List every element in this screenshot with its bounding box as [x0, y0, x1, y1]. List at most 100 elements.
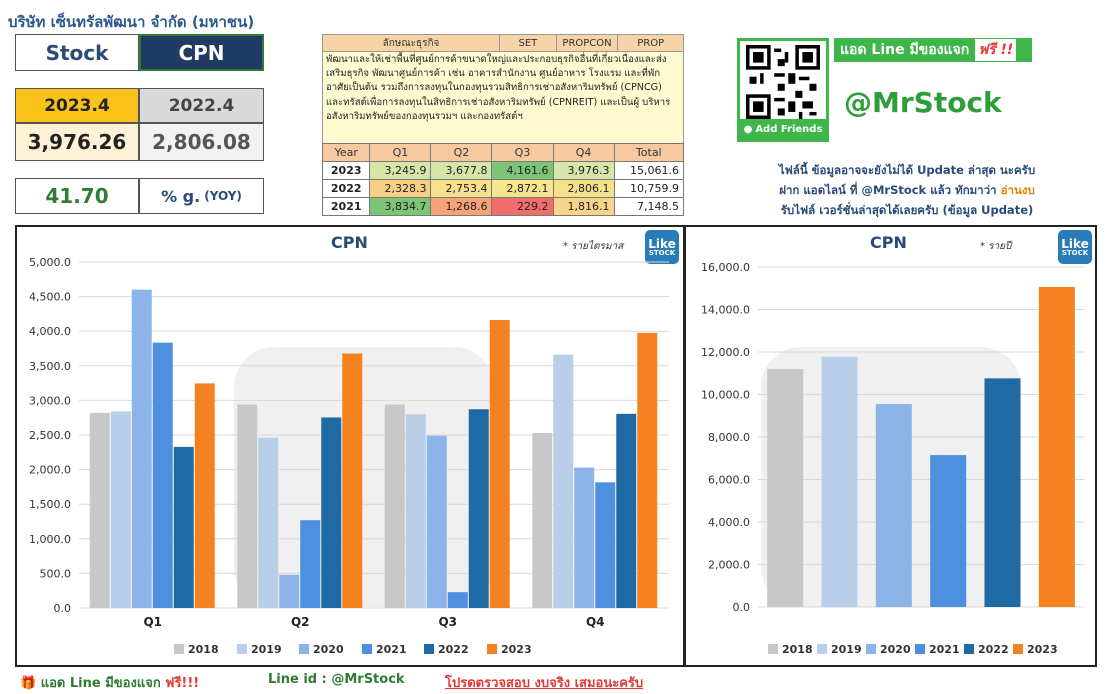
- footer-line-id[interactable]: Line id : @MrStock: [268, 672, 405, 687]
- legend-swatch: [915, 644, 925, 654]
- footer-line-promo[interactable]: 🎁 แอด Line มีของแจก ฟรี!!!: [20, 672, 199, 693]
- legend-swatch: [362, 644, 372, 654]
- col-year: Year: [321, 143, 371, 162]
- bar-2019-Q1: [110, 411, 131, 608]
- x-tick-label: Q1: [143, 615, 162, 629]
- quarter-cell: 229.2: [491, 197, 554, 216]
- logo-line-2b: STOCK: [1061, 248, 1089, 257]
- quarter-cell: 1,268.6: [430, 197, 493, 216]
- quarter-cell: 3,677.8: [430, 161, 493, 180]
- y-tick-label: 8,000.0: [708, 431, 750, 444]
- bar-2022-Q4: [616, 413, 637, 608]
- legend-swatch: [1013, 644, 1023, 654]
- bar-year-2019: [821, 356, 858, 607]
- bar-year-2018: [767, 369, 804, 607]
- year-cell: 2021: [321, 197, 371, 216]
- free-tag: ฟรี !!: [975, 39, 1017, 61]
- col-total: Total: [613, 143, 685, 162]
- legend-label: 2020: [880, 643, 911, 656]
- y-tick-label: 2,000.0: [29, 464, 71, 477]
- legend-swatch: [964, 644, 974, 654]
- bar-2023-Q3: [489, 320, 510, 608]
- logo-line-2: STOCK: [648, 248, 676, 257]
- y-tick-label: 16,000.0: [701, 261, 750, 274]
- table-header-row: Year Q1 Q2 Q3 Q4 Total: [321, 143, 685, 162]
- business-description: พัฒนาและให้เช่าพื้นที่ศูนย์การค้าขนาดใหญ…: [326, 54, 671, 122]
- quarterly-chart-panel: CPN * รายไตรมาส Like STOCK 5,000.0 4,500.…: [15, 225, 685, 667]
- bar-2021-Q4: [595, 482, 616, 608]
- bar-2022-Q2: [321, 417, 342, 608]
- legend-swatch: [768, 644, 778, 654]
- bar-2018-Q4: [532, 432, 553, 608]
- quarterly-revenue-table: Year Q1 Q2 Q3 Q4 Total 2023 3,245.9 3,677.…: [321, 143, 685, 216]
- bar-2019-Q2: [258, 437, 279, 608]
- x-tick-label: Q2: [291, 615, 310, 629]
- legend-label: 2019: [831, 643, 862, 656]
- legend-label: 2020: [313, 643, 344, 656]
- bar-2018-Q3: [384, 404, 405, 608]
- bar-2020-Q1: [131, 289, 152, 608]
- qr-code-icon: [746, 45, 820, 119]
- line-banner[interactable]: แอด Line มีของแจก ฟรี !!: [834, 38, 1032, 62]
- add-friends-label: Add Friends: [755, 123, 823, 135]
- table-row: 2022 2,328.3 2,753.4 2,872.1 2,806.1 10,759.9: [321, 179, 685, 198]
- line-qr-card[interactable]: ● Add Friends: [737, 38, 829, 142]
- notice-line-2: ฝาก แอดไลน์ ที่ @MrStock แล้ว ทักมาว่า อ…: [752, 180, 1062, 200]
- bar-2018-Q1: [89, 412, 110, 608]
- business-header-industry: PROP: [637, 37, 665, 49]
- legend-swatch: [866, 644, 876, 654]
- footer-free: ฟรี!!!: [165, 676, 200, 691]
- legend-swatch: [237, 644, 247, 654]
- y-tick-label: 12,000.0: [701, 346, 750, 359]
- logo-line-1b: Like: [1061, 236, 1089, 251]
- legend-swatch: [424, 644, 434, 654]
- bar-2020-Q3: [426, 435, 447, 608]
- legend-swatch: [487, 644, 497, 654]
- growth-label-suffix: (YOY): [204, 189, 242, 203]
- legend-label: 2021: [376, 643, 407, 656]
- previous-quarter-label: 2022.4: [139, 88, 264, 123]
- bar-2020-Q2: [279, 574, 300, 608]
- y-tick-label: 4,500.0: [29, 291, 71, 304]
- growth-label-text: % g.: [161, 186, 201, 206]
- y-tick-label: 2,000.0: [708, 559, 750, 572]
- table-row: 2023 3,245.9 3,677.8 4,161.6 3,976.3 15,061.6: [321, 161, 685, 180]
- yearly-chart-title: CPN: [870, 233, 907, 252]
- total-cell: 10,759.9: [613, 179, 685, 198]
- bar-year-2023: [1038, 286, 1075, 607]
- line-handle[interactable]: @MrStock: [844, 86, 1002, 119]
- add-friends-bar[interactable]: ● Add Friends: [740, 119, 826, 139]
- y-tick-label: 0.0: [733, 601, 751, 614]
- y-tick-label: 6,000.0: [708, 474, 750, 487]
- bar-2020-Q4: [574, 467, 595, 608]
- footer-check-notice[interactable]: โปรดตรวจสอบ งบจริง เสมอนะครับ: [445, 676, 644, 691]
- business-description-box: ลักษณะธุรกิจ SET PROPCON PROP พัฒนาและให…: [322, 34, 684, 144]
- total-cell: 15,061.6: [613, 161, 685, 180]
- y-tick-label: 1,500.0: [29, 498, 71, 511]
- growth-label: % g. (YOY): [139, 178, 264, 214]
- quarter-cell: 3,976.3: [552, 161, 615, 180]
- y-tick-label: 0.0: [54, 602, 72, 615]
- line-icon: ●: [743, 123, 753, 135]
- current-quarter-label: 2023.4: [15, 88, 139, 123]
- stock-label: Stock: [15, 34, 139, 71]
- quarter-cell: 3,245.9: [369, 161, 432, 180]
- stock-code-cell[interactable]: CPN: [139, 34, 264, 71]
- bar-2022-Q3: [468, 409, 489, 608]
- business-header-desc: ลักษณะธุรกิจ: [323, 35, 501, 51]
- year-cell: 2022: [321, 179, 371, 198]
- likestock-logo-icon-2: Like STOCK: [1058, 230, 1092, 264]
- legend-label: 2021: [929, 643, 960, 656]
- quarterly-chart-title: CPN: [331, 233, 368, 252]
- yearly-chart-panel: CPN * รายปี Like STOCK 16,000.0 14,000.0 1…: [684, 225, 1097, 667]
- likestock-logo-icon: Like STOCK: [645, 230, 679, 264]
- bar-2019-Q4: [553, 354, 574, 608]
- legend-label: 2023: [1027, 643, 1058, 656]
- legend-label: 2023: [501, 643, 532, 656]
- y-tick-label: 10,000.0: [701, 389, 750, 402]
- legend-label: 2022: [438, 643, 469, 656]
- x-tick-label: Q3: [438, 615, 457, 629]
- footer-line-add: แอด Line มีของแจก: [40, 676, 161, 691]
- quarter-cell: 3,834.7: [369, 197, 432, 216]
- y-tick-label: 5,000.0: [29, 256, 71, 269]
